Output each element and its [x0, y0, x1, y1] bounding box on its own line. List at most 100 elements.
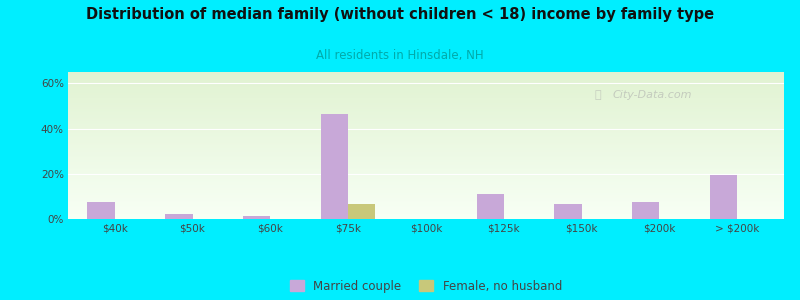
Bar — [68, 118, 784, 119]
Bar — [68, 136, 784, 137]
Bar — [68, 155, 784, 156]
Bar — [68, 173, 784, 174]
Bar — [68, 206, 784, 207]
Bar — [68, 128, 784, 129]
Bar — [68, 197, 784, 198]
Bar — [68, 182, 784, 183]
Bar — [68, 84, 784, 85]
Bar — [68, 180, 784, 181]
Bar — [68, 159, 784, 160]
Bar — [68, 99, 784, 100]
Bar — [68, 204, 784, 205]
Bar — [68, 179, 784, 180]
Bar — [68, 103, 784, 104]
Bar — [68, 184, 784, 185]
Bar — [68, 126, 784, 127]
Bar — [68, 133, 784, 134]
Bar — [68, 100, 784, 101]
Bar — [68, 78, 784, 79]
Bar — [68, 212, 784, 213]
Bar — [68, 172, 784, 173]
Bar — [68, 89, 784, 90]
Text: ⓘ: ⓘ — [594, 90, 601, 100]
Bar — [68, 130, 784, 131]
Bar — [68, 81, 784, 82]
Bar — [68, 82, 784, 83]
Text: Distribution of median family (without children < 18) income by family type: Distribution of median family (without c… — [86, 8, 714, 22]
Bar — [68, 80, 784, 81]
Bar — [68, 79, 784, 80]
Bar — [68, 157, 784, 158]
Bar — [68, 145, 784, 146]
Bar — [68, 187, 784, 188]
Bar — [68, 164, 784, 165]
Bar — [68, 162, 784, 163]
Bar — [68, 167, 784, 168]
Bar — [68, 161, 784, 162]
Bar — [166, 214, 193, 219]
Bar — [477, 194, 504, 219]
Bar — [68, 112, 784, 113]
Bar — [68, 76, 784, 77]
Bar — [68, 210, 784, 211]
Bar — [243, 216, 270, 219]
Bar — [68, 171, 784, 172]
Bar — [68, 117, 784, 118]
Bar — [68, 115, 784, 116]
Bar — [68, 200, 784, 201]
Bar — [68, 218, 784, 219]
Bar — [68, 190, 784, 191]
Bar — [68, 149, 784, 150]
Bar — [68, 186, 784, 187]
Bar — [68, 213, 784, 214]
Bar — [68, 153, 784, 154]
Bar — [68, 144, 784, 145]
Bar — [68, 98, 784, 99]
Bar — [68, 196, 784, 197]
Bar — [68, 124, 784, 125]
Bar — [68, 192, 784, 193]
Bar — [68, 178, 784, 179]
Bar — [68, 125, 784, 126]
Text: All residents in Hinsdale, NH: All residents in Hinsdale, NH — [316, 50, 484, 62]
Bar — [68, 74, 784, 75]
Bar — [68, 181, 784, 182]
Bar — [68, 147, 784, 148]
Bar — [68, 183, 784, 184]
Bar — [68, 77, 784, 78]
Bar — [68, 105, 784, 106]
Bar — [68, 87, 784, 88]
Bar — [68, 135, 784, 136]
Bar — [68, 75, 784, 76]
Bar — [68, 114, 784, 115]
Bar — [68, 166, 784, 167]
Bar — [68, 102, 784, 103]
Bar — [68, 101, 784, 102]
Bar — [68, 209, 784, 210]
Bar — [68, 110, 784, 111]
Bar — [68, 151, 784, 152]
Bar — [68, 176, 784, 177]
Bar — [68, 217, 784, 218]
Bar — [68, 139, 784, 140]
Bar — [68, 198, 784, 199]
Bar — [321, 114, 348, 219]
Bar — [68, 205, 784, 206]
Bar — [68, 170, 784, 171]
Bar — [68, 165, 784, 166]
Bar — [68, 131, 784, 132]
Bar — [68, 90, 784, 91]
Bar — [68, 201, 784, 202]
Bar — [68, 199, 784, 200]
Bar — [68, 107, 784, 108]
Bar — [68, 127, 784, 128]
Bar — [632, 202, 659, 219]
Bar — [68, 92, 784, 93]
Bar — [68, 93, 784, 94]
Bar — [68, 150, 784, 151]
Bar — [68, 140, 784, 141]
Bar — [68, 120, 784, 121]
Bar — [68, 129, 784, 130]
Bar — [68, 148, 784, 149]
Bar — [68, 211, 784, 212]
